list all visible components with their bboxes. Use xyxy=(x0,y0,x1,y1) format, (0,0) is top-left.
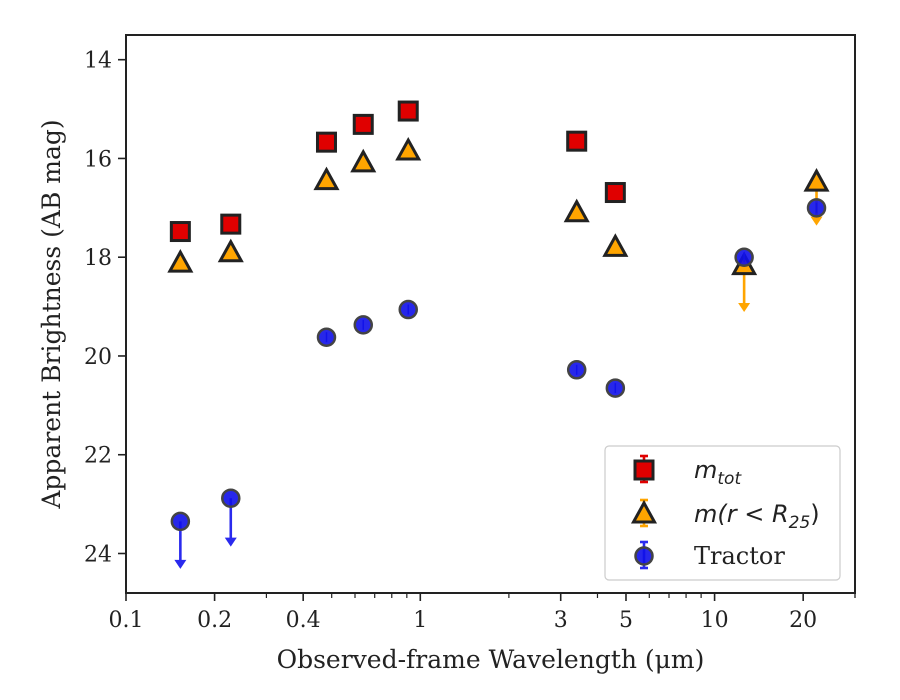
legend-entry: Tractor xyxy=(634,540,785,570)
y-tick-label: 14 xyxy=(84,49,112,74)
plot-area xyxy=(167,100,830,569)
data-point xyxy=(602,233,629,257)
legend-marker xyxy=(633,459,655,481)
data-point xyxy=(170,511,191,532)
y-tick-label: 16 xyxy=(84,147,112,172)
y-tick-label: 22 xyxy=(84,444,112,469)
legend-label: mtot xyxy=(694,456,742,489)
data-point xyxy=(316,327,337,347)
data-point xyxy=(169,221,191,243)
data-point xyxy=(566,130,588,152)
data-point xyxy=(563,198,590,223)
legend-marker xyxy=(634,546,654,566)
x-axis-ticks: 0.1 0.2 0.4 1 3 5 10 20 xyxy=(109,593,856,633)
x-tick-label: 0.2 xyxy=(197,608,232,633)
x-tick-label: 5 xyxy=(619,608,633,633)
upper-limit-arrow-head xyxy=(174,559,187,569)
data-point xyxy=(167,249,194,273)
legend-entry: mtot xyxy=(633,454,742,489)
plot-frame xyxy=(125,34,856,594)
upper-limit-arrow-head xyxy=(738,303,751,313)
legend-label: m(r < R25) xyxy=(694,500,820,533)
upper-limit-arrow-head xyxy=(224,537,237,547)
data-point xyxy=(806,198,827,218)
data-point xyxy=(605,378,626,398)
x-tick-label: 1 xyxy=(413,608,427,633)
data-point xyxy=(352,113,374,135)
series-square xyxy=(169,100,626,243)
data-point xyxy=(803,168,830,192)
data-point xyxy=(221,488,241,508)
data-point xyxy=(313,166,340,191)
x-tick-label: 10 xyxy=(701,608,729,633)
legend-label-subscript: tot xyxy=(717,469,742,489)
series-circle xyxy=(170,198,827,569)
legend-label: Tractor xyxy=(694,542,785,570)
x-tick-label: 0.4 xyxy=(286,608,321,633)
data-point xyxy=(397,100,419,122)
data-point xyxy=(398,299,418,320)
data-point xyxy=(566,360,587,380)
legend: mtot m(r < R25) Tractor xyxy=(604,445,841,581)
data-point xyxy=(395,136,422,161)
data-point xyxy=(217,238,244,263)
data-point xyxy=(353,315,374,335)
x-tick-label: 20 xyxy=(789,608,817,633)
legend-label-main: m(r < R xyxy=(694,500,789,528)
x-axis-label: Observed-frame Wavelength (μm) xyxy=(277,645,705,674)
legend-label-main: m xyxy=(694,456,717,484)
y-tick-label: 20 xyxy=(84,345,112,370)
legend-label-subscript: 25 xyxy=(789,513,811,533)
legend-label-end: ) xyxy=(810,500,819,528)
legend-entry: m(r < R25) xyxy=(630,498,820,533)
data-point xyxy=(315,131,337,153)
y-axis-ticks: 14 16 18 20 22 24 xyxy=(84,49,126,567)
x-tick-label: 0.1 xyxy=(109,608,144,633)
legend-label-main: Tractor xyxy=(694,542,785,570)
x-tick-label: 3 xyxy=(554,608,568,633)
data-point xyxy=(220,213,242,235)
legend-box xyxy=(604,445,841,581)
y-axis-label: Apparent Brightness (AB mag) xyxy=(37,119,66,509)
data-point xyxy=(604,182,626,204)
y-tick-label: 18 xyxy=(84,246,112,271)
legend-marker xyxy=(630,499,658,524)
data-point xyxy=(734,247,754,267)
upper-limit-arrow-head xyxy=(810,216,823,226)
data-point xyxy=(350,148,377,173)
y-tick-label: 24 xyxy=(84,542,112,567)
